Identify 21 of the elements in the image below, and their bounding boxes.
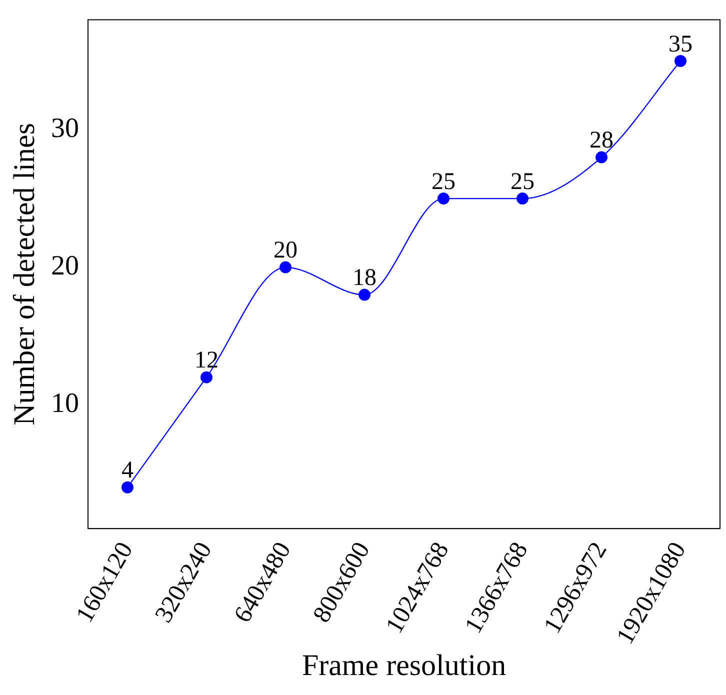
data-label: 20 xyxy=(274,238,298,264)
point xyxy=(596,151,608,164)
point xyxy=(674,55,686,68)
data-label: 25 xyxy=(510,168,534,195)
data-label: 4 xyxy=(122,458,134,484)
point xyxy=(200,371,212,384)
point xyxy=(516,192,528,205)
point xyxy=(280,261,292,274)
y-axis-title: Number of detected lines xyxy=(8,122,41,426)
point xyxy=(122,481,134,494)
data-label: 35 xyxy=(668,31,692,58)
point xyxy=(358,288,370,301)
x-axis-title: Frame resolution xyxy=(302,648,506,682)
data-label: 18 xyxy=(352,265,376,292)
y-tick-label: 10 xyxy=(51,388,79,420)
data-label: 28 xyxy=(590,128,614,154)
y-tick-label: 20 xyxy=(51,250,79,282)
y-tick-label: 30 xyxy=(51,113,79,144)
data-label: 12 xyxy=(194,348,218,374)
data-label: 25 xyxy=(432,168,456,195)
point xyxy=(438,192,450,205)
